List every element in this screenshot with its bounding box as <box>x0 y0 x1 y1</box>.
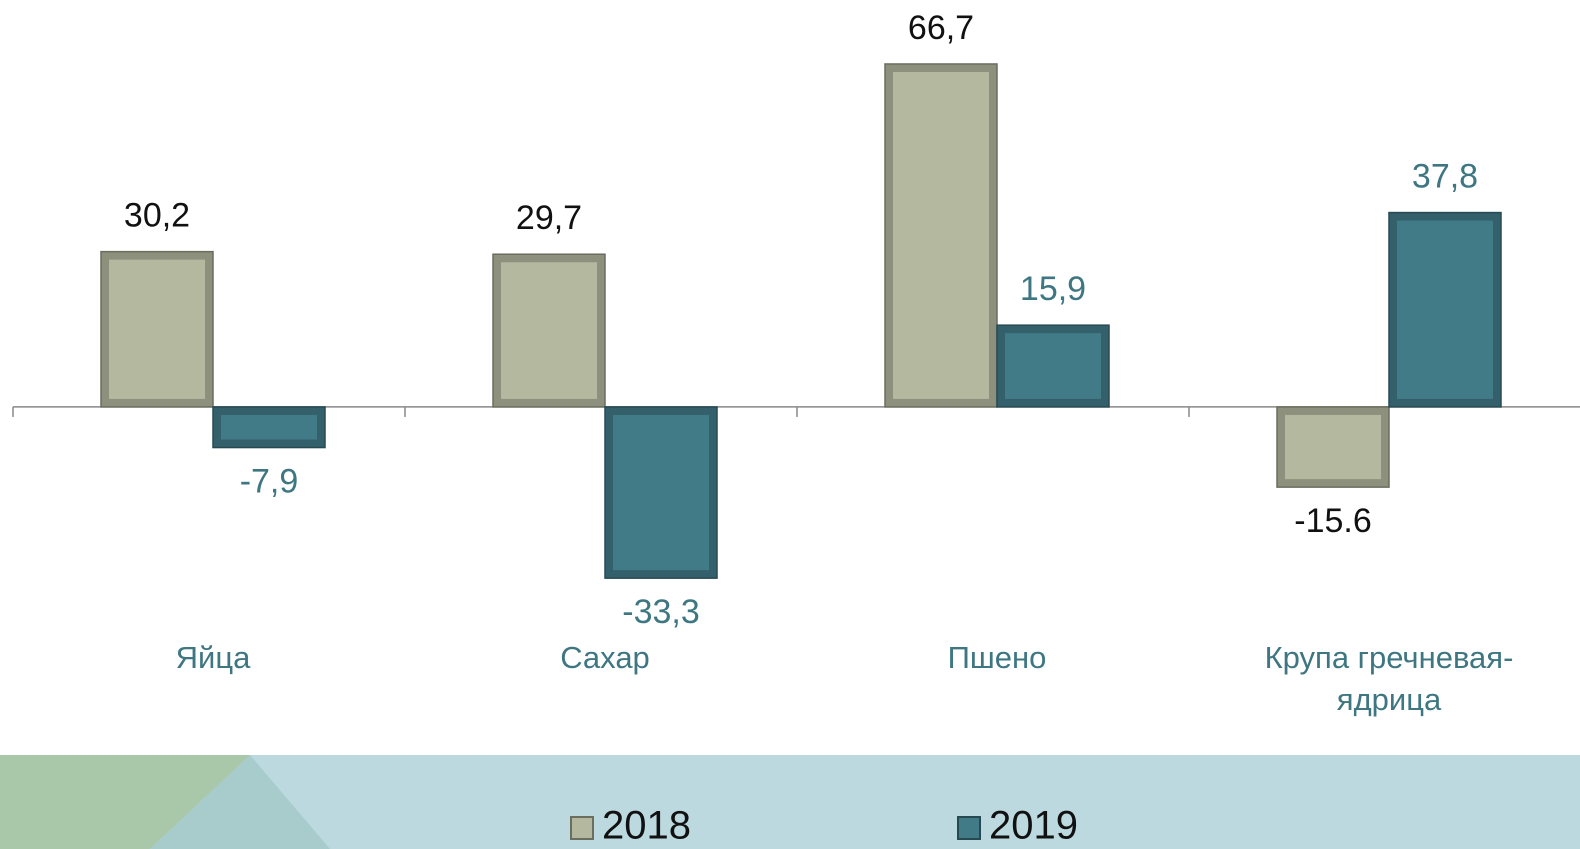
bar-face <box>1285 414 1381 480</box>
data-label: -7,9 <box>240 463 299 501</box>
data-label: 66,7 <box>908 9 974 47</box>
x-tick-label: Пшено <box>947 640 1047 675</box>
footer-shape <box>150 755 330 849</box>
legend-label: 2018 <box>602 804 691 848</box>
data-label: 15,9 <box>1020 270 1086 308</box>
footer-shape <box>0 755 250 849</box>
data-label: 29,7 <box>516 199 582 237</box>
legend-label: 2019 <box>989 804 1078 848</box>
x-tick-label: Яйца <box>175 640 251 675</box>
bar-face <box>893 71 989 399</box>
x-tick-label: Крупа гречневая-ядрица <box>1264 640 1514 717</box>
bar-face <box>613 414 709 571</box>
bar-face <box>221 414 317 440</box>
bar-face <box>109 259 205 399</box>
legend-swatch <box>570 816 594 840</box>
data-label: -15.6 <box>1294 502 1372 540</box>
data-label: -33,3 <box>622 593 700 631</box>
data-label: 37,8 <box>1412 158 1478 196</box>
bar-face <box>1397 220 1493 399</box>
bar-face <box>501 262 597 399</box>
data-label: 30,2 <box>124 197 190 235</box>
bar-face <box>1005 333 1101 399</box>
x-tick-label: Сахар <box>560 640 650 675</box>
legend-swatch <box>957 816 981 840</box>
